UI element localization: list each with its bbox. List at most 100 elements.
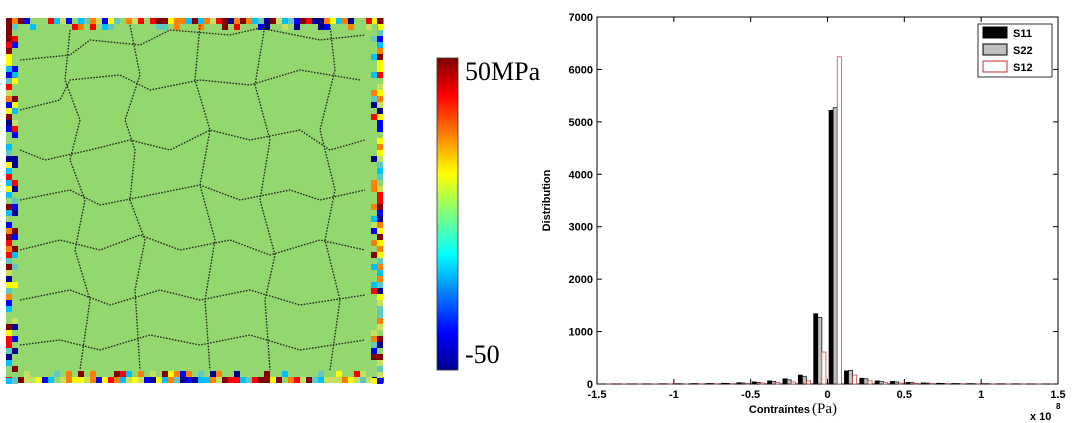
- x-multiplier: x 10: [1030, 411, 1051, 423]
- noise-pixel: [354, 18, 360, 24]
- noise-pixel: [282, 377, 288, 383]
- noise-pixel: [6, 138, 12, 144]
- noise-pixel: [336, 18, 342, 24]
- noise-pixel: [377, 66, 383, 72]
- noise-pixel: [6, 126, 12, 132]
- noise-pixel: [377, 240, 383, 246]
- noise-pixel: [378, 24, 384, 30]
- noise-pixel: [354, 371, 360, 377]
- noise-pixel: [258, 377, 264, 383]
- noise-pixel: [371, 156, 377, 162]
- noise-pixel: [186, 371, 192, 377]
- noise-pixel: [12, 36, 18, 42]
- noise-pixel: [377, 210, 383, 216]
- noise-pixel: [48, 18, 54, 24]
- y-axis-label: Distribution: [541, 169, 553, 231]
- noise-pixel: [12, 42, 18, 48]
- noise-pixel: [72, 18, 78, 24]
- noise-pixel: [377, 108, 383, 114]
- bar: [913, 382, 919, 385]
- noise-pixel: [371, 204, 377, 210]
- noise-pixel: [377, 156, 383, 162]
- bar: [705, 383, 711, 385]
- noise-pixel: [300, 18, 306, 24]
- noise-pixel: [377, 348, 383, 354]
- noise-pixel: [114, 18, 120, 24]
- noise-pixel: [6, 288, 12, 294]
- noise-pixel: [6, 162, 12, 168]
- bar: [890, 381, 895, 385]
- noise-pixel: [6, 102, 12, 108]
- bar: [909, 382, 915, 385]
- noise-pixel: [336, 377, 342, 383]
- noise-pixel: [6, 216, 12, 222]
- noise-pixel: [12, 78, 18, 84]
- noise-pixel: [6, 114, 12, 120]
- noise-pixel: [12, 252, 18, 258]
- noise-pixel: [198, 371, 204, 377]
- bar: [924, 382, 930, 385]
- noise-pixel: [377, 102, 383, 108]
- noise-pixel: [371, 102, 377, 108]
- bar: [882, 382, 888, 385]
- noise-pixel: [377, 246, 383, 252]
- noise-pixel: [318, 371, 324, 377]
- noise-pixel: [282, 18, 288, 24]
- noise-pixel: [78, 24, 84, 30]
- x-tick-label: 1: [978, 389, 984, 401]
- noise-pixel: [371, 282, 377, 288]
- noise-pixel: [6, 378, 12, 384]
- noise-pixel: [198, 377, 204, 383]
- noise-pixel: [312, 377, 318, 383]
- noise-pixel: [6, 252, 12, 258]
- noise-pixel: [12, 378, 18, 384]
- x-tick-label: 1.5: [1050, 389, 1065, 401]
- noise-pixel: [204, 18, 210, 24]
- noise-pixel: [377, 234, 383, 240]
- noise-pixel: [18, 371, 24, 377]
- noise-pixel: [6, 228, 12, 234]
- y-tick-label: 4000: [569, 169, 593, 181]
- noise-pixel: [84, 18, 90, 24]
- noise-pixel: [204, 377, 210, 383]
- noise-pixel: [6, 42, 12, 48]
- noise-pixel: [126, 371, 132, 377]
- noise-pixel: [102, 18, 108, 24]
- noise-pixel: [6, 18, 12, 24]
- noise-pixel: [6, 324, 12, 330]
- map-background: [6, 18, 383, 383]
- noise-pixel: [318, 24, 324, 30]
- noise-pixel: [150, 18, 156, 24]
- noise-pixel: [377, 180, 383, 186]
- noise-pixel: [12, 132, 18, 138]
- noise-pixel: [6, 366, 12, 372]
- noise-pixel: [377, 270, 383, 276]
- noise-pixel: [6, 360, 12, 366]
- noise-pixel: [84, 377, 90, 383]
- legend-label: S12: [1013, 62, 1033, 74]
- x-tick-label: -0.5: [741, 389, 760, 401]
- noise-pixel: [12, 246, 18, 252]
- noise-pixel: [377, 90, 383, 96]
- legend-label: S22: [1013, 45, 1033, 57]
- noise-pixel: [216, 18, 222, 24]
- noise-pixel: [162, 24, 168, 30]
- noise-pixel: [12, 72, 18, 78]
- colorbar-max-label: 50MPa: [465, 57, 541, 86]
- noise-pixel: [371, 306, 377, 312]
- noise-pixel: [377, 192, 383, 198]
- noise-pixel: [377, 162, 383, 168]
- noise-pixel: [324, 18, 330, 24]
- noise-pixel: [174, 377, 180, 383]
- noise-pixel: [377, 360, 383, 366]
- noise-pixel: [48, 377, 54, 383]
- noise-pixel: [6, 156, 12, 162]
- y-tick-label: 3000: [569, 222, 593, 234]
- noise-pixel: [132, 377, 138, 383]
- noise-pixel: [371, 228, 377, 234]
- noise-pixel: [6, 234, 12, 240]
- colorbar: [436, 57, 459, 371]
- noise-pixel: [54, 18, 60, 24]
- noise-pixel: [246, 377, 252, 383]
